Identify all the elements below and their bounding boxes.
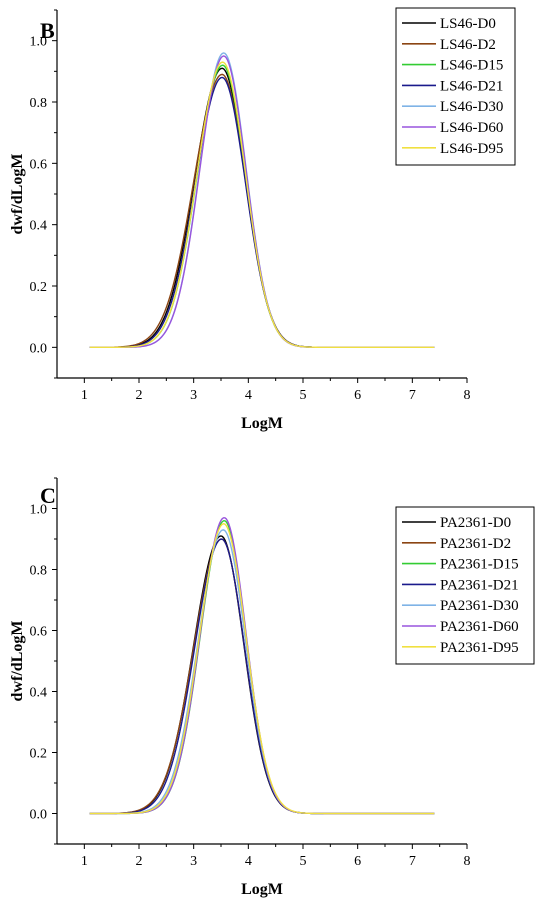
series-line-pa2361-d15	[89, 520, 435, 815]
legend-entry: PA2361-D60	[440, 619, 519, 635]
x-tick-label: 2	[136, 388, 143, 403]
legend-entry: PA2361-D21	[440, 577, 519, 593]
x-tick-label: 7	[409, 388, 416, 403]
legend-entry: PA2361-D30	[440, 598, 519, 614]
legend-entry: LS46-D21	[440, 78, 503, 94]
y-tick-label: 0.2	[30, 280, 48, 295]
panel-label: B	[40, 18, 55, 43]
chart-panel-c: C 1 2 3 4 5 6 7 8 0.0 0.2 0.4 0.6 0.8 1.0 LogM dwf/dLogM…	[9, 477, 535, 898]
y-tick-label: 0.8	[30, 96, 48, 111]
legend-entry: LS46-D2	[440, 37, 496, 53]
legend-entry: PA2361-D95	[440, 640, 519, 656]
series-line-ls46-d21	[89, 76, 435, 349]
series-line-ls46-d0	[89, 67, 435, 349]
legend-entry: LS46-D95	[440, 141, 503, 157]
x-tick-label: 3	[190, 388, 197, 403]
series-line-ls46-d15	[89, 64, 435, 349]
x-tick-label: 5	[300, 388, 307, 403]
legend: PA2361-D0 PA2361-D2 PA2361-D15 PA2361-D21 PA…	[395, 506, 535, 665]
x-tick-label: 2	[136, 854, 143, 869]
legend-box	[395, 7, 516, 166]
x-tick-label: 6	[354, 388, 361, 403]
series-line-pa2361-d60	[89, 517, 435, 815]
series-line-pa2361-d30	[89, 529, 435, 815]
legend-entry: PA2361-D15	[440, 557, 519, 573]
y-tick-label: 0.0	[30, 808, 48, 823]
y-axis-title: dwf/dLogM	[9, 621, 26, 702]
x-tick-label: 7	[409, 854, 416, 869]
series-line-ls46-d60	[89, 55, 435, 349]
series-line-pa2361-d2	[89, 538, 435, 815]
y-tick-label: 1.0	[30, 503, 48, 518]
legend-entry: PA2361-D0	[440, 515, 511, 531]
y-axis-title: dwf/dLogM	[9, 154, 26, 235]
series-line-pa2361-d21	[89, 538, 435, 815]
legend: LS46-D0 LS46-D2 LS46-D15 LS46-D21 LS46-D30 LS…	[395, 7, 516, 166]
x-tick-label: 8	[464, 388, 471, 403]
series-line-ls46-d30	[89, 52, 435, 349]
x-tick-label: 5	[300, 854, 307, 869]
y-tick-label: 0.0	[30, 341, 48, 356]
y-tick-label: 0.4	[30, 686, 48, 701]
x-tick-label: 4	[245, 388, 252, 403]
x-tick-label: 4	[245, 854, 252, 869]
x-tick-label: 8	[464, 854, 471, 869]
y-tick-label: 0.2	[30, 747, 48, 762]
y-tick-label: 0.8	[30, 564, 48, 579]
series-line-pa2361-d0	[89, 535, 435, 815]
legend-entry: PA2361-D2	[440, 536, 511, 552]
series-line-ls46-d2	[89, 73, 435, 349]
panel-label: C	[40, 483, 56, 508]
x-tick-label: 3	[190, 854, 197, 869]
x-axis-title: LogM	[241, 881, 283, 898]
legend-entry: LS46-D30	[440, 99, 503, 115]
chart-panel-b: B 1 2 3 4 5 6 7 8 0.0 0.2 0.4 0.6 0.8 1.0 LogM dwf/dLogM…	[9, 7, 516, 432]
series-line-pa2361-d95	[89, 523, 435, 815]
x-tick-label: 1	[81, 854, 88, 869]
legend-box	[395, 506, 535, 665]
series-line-ls46-d95	[89, 61, 435, 349]
legend-entry: LS46-D60	[440, 120, 503, 136]
x-tick-label: 1	[81, 388, 88, 403]
y-tick-label: 0.4	[30, 219, 48, 234]
legend-entry: LS46-D15	[440, 58, 503, 74]
y-tick-label: 0.6	[30, 157, 48, 172]
x-axis-title: LogM	[241, 415, 283, 432]
x-tick-label: 6	[354, 854, 361, 869]
legend-entry: LS46-D0	[440, 16, 496, 32]
y-tick-label: 0.6	[30, 625, 48, 640]
y-tick-label: 1.0	[30, 35, 48, 50]
